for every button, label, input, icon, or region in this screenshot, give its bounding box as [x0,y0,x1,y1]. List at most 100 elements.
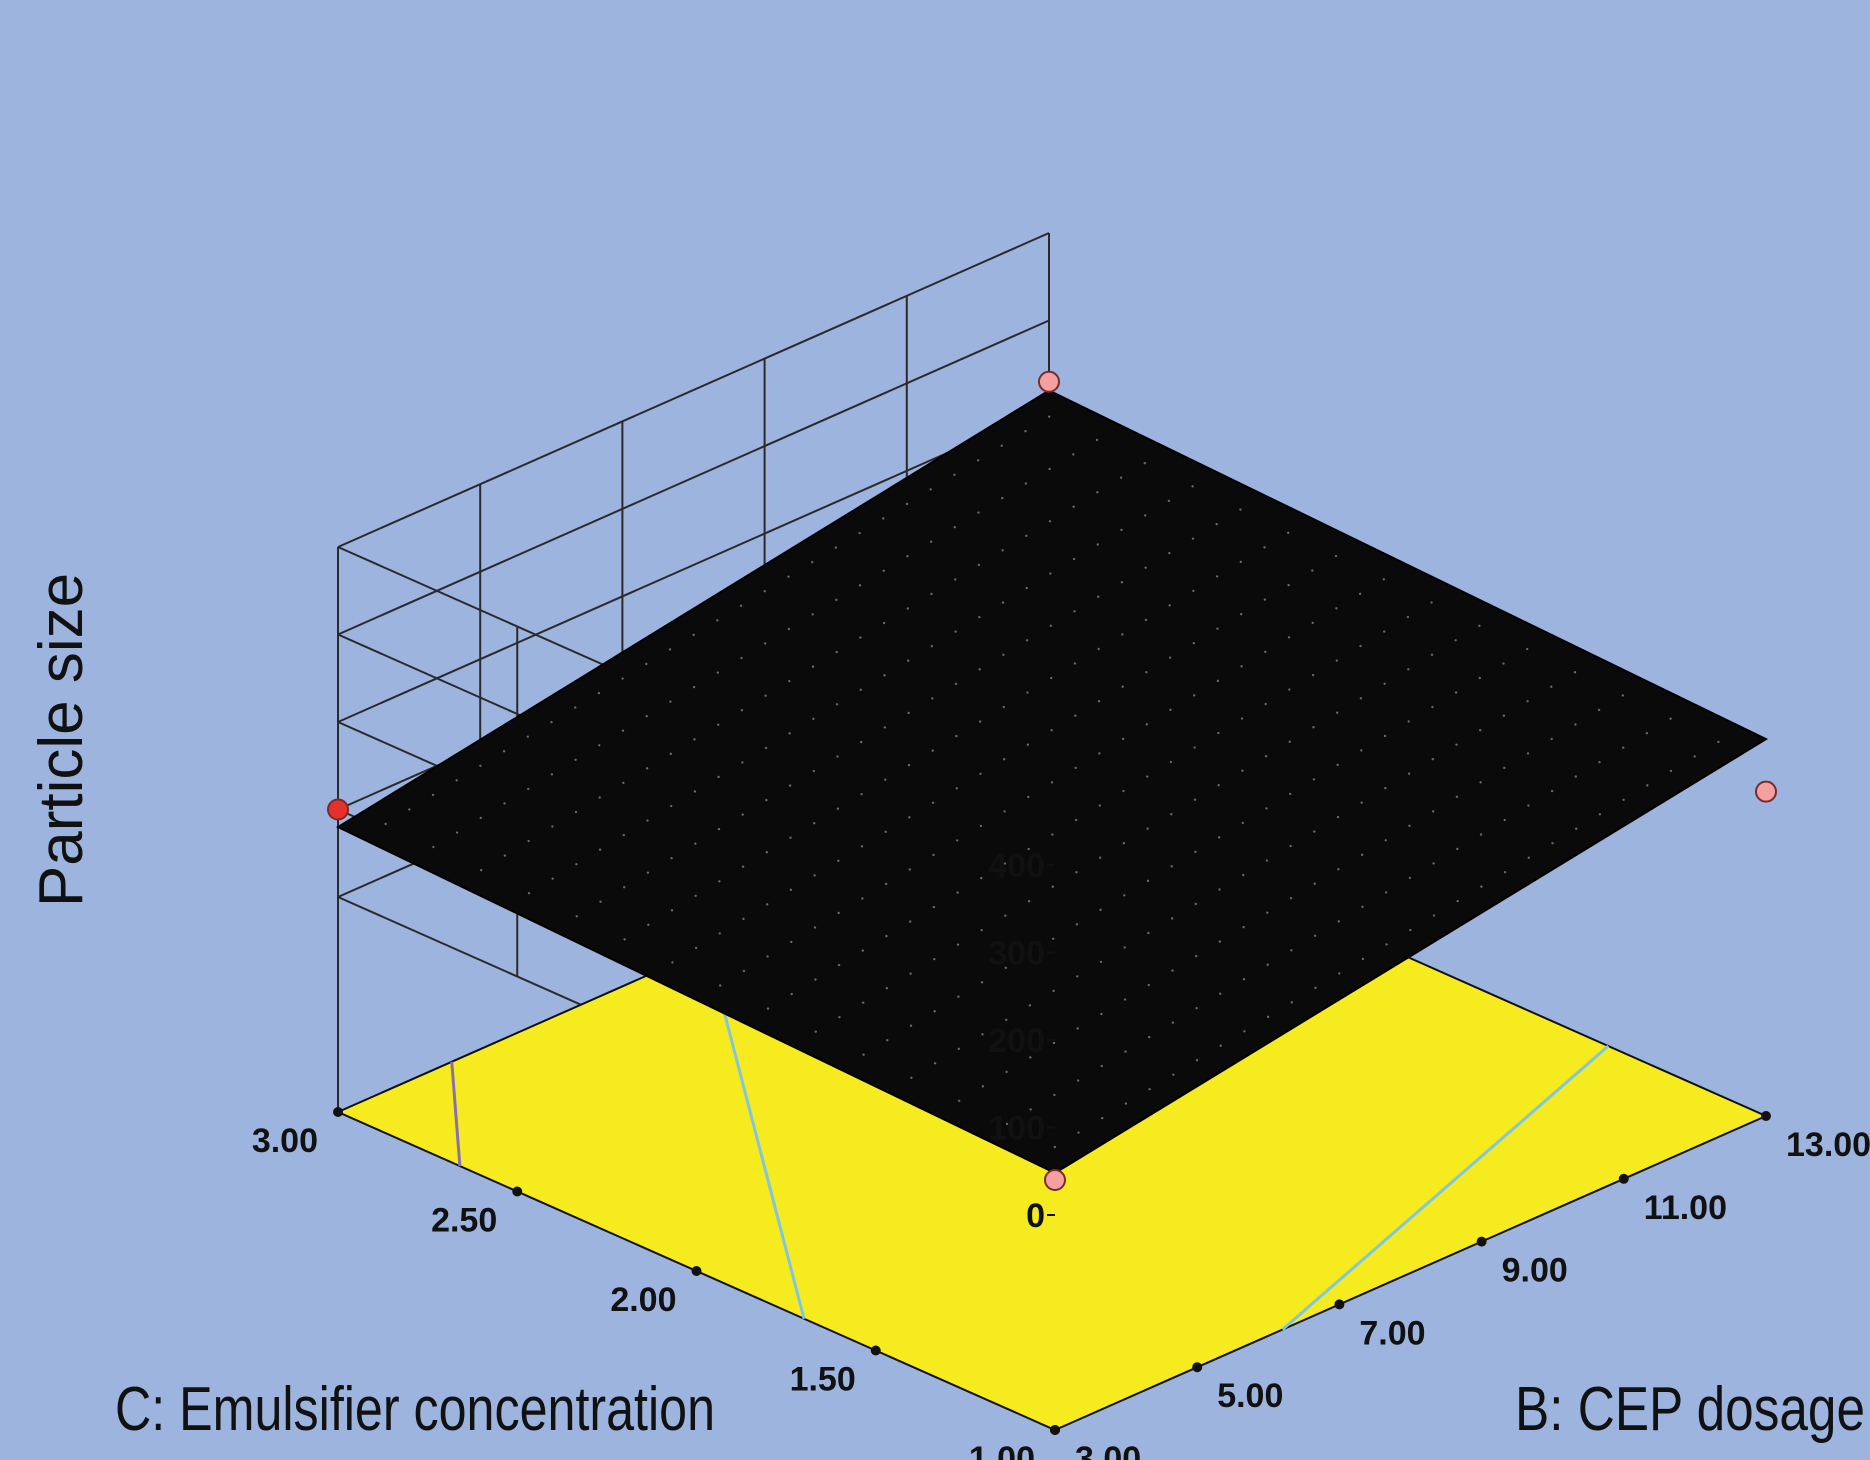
surface-mesh-dot [670,909,674,912]
surface-mesh-dot [1669,769,1673,773]
b-tick-mark-4 [1618,1173,1629,1184]
surface-mesh-dot [1360,801,1363,804]
surface-mesh-dot [1408,876,1412,880]
surface-mesh-dot [1359,697,1363,700]
surface-mesh-dot [933,1062,937,1065]
surface-mesh-dot [1121,737,1125,741]
surface-mesh-dot [1621,694,1625,697]
surface-mesh-dot [1024,430,1027,433]
surface-mesh-dot [861,949,864,952]
surface-mesh-dot [788,679,791,683]
surface-mesh-dot [1048,467,1051,471]
design-point-2 [1755,780,1777,803]
surface-mesh-dot [1240,717,1244,720]
surface-mesh-dot [1263,546,1266,549]
surface-mesh-dot [1000,444,1003,447]
surface-mesh-dot [1146,827,1149,830]
surface-mesh-dot [1003,862,1007,865]
surface-mesh-dot [788,784,792,787]
surface-mesh-dot [1480,885,1483,888]
surface-mesh-dot [979,824,983,828]
surface-mesh-dot [1360,749,1363,752]
surface-mesh-dot [479,816,482,820]
surface-mesh-dot [1479,781,1482,784]
surface-mesh-dot [1194,850,1197,854]
surface-mesh-dot [860,845,864,848]
surface-mesh-dot [1289,792,1292,796]
surface-mesh-dot [1005,1070,1008,1074]
surface-mesh-dot [908,816,911,819]
surface-mesh-dot [859,636,862,639]
surface-mesh-dot [1147,983,1151,987]
surface-mesh-dot [1289,896,1293,900]
surface-mesh-dot [858,531,861,535]
surface-mesh-dot [811,613,814,616]
surface-mesh-dot [1120,581,1124,584]
surface-mesh-dot [1551,842,1554,845]
surface-mesh-dot [1122,789,1125,793]
surface-mesh-dot [1717,740,1720,744]
surface-mesh-dot [1217,731,1220,735]
surface-mesh-dot [1029,1108,1032,1111]
surface-mesh-dot [1072,557,1076,561]
surface-mesh-dot [1265,807,1268,810]
surface-mesh-dot [1503,766,1506,770]
surface-mesh-dot [408,808,411,811]
surface-mesh-dot [765,798,768,802]
surface-mesh-dot [765,851,768,854]
surface-mesh-dot [1050,676,1053,680]
surface-mesh-dot [1028,1004,1032,1007]
b-tick-label-3: 9.00 [1502,1252,1568,1290]
surface-mesh-dot [886,1039,889,1042]
surface-mesh-dot [1148,1035,1151,1039]
surface-mesh-dot [1146,775,1149,778]
c-axis-title: C: Emulsifier concentration [115,1375,715,1444]
surface-mesh-dot [859,688,862,691]
surface-mesh-dot [1264,755,1268,758]
surface-mesh-dot [1217,784,1220,787]
surface-mesh-dot [835,598,838,602]
surface-mesh-dot [1239,508,1242,511]
c-tick-mark-1 [870,1345,881,1356]
c-tick-mark-4 [333,1107,343,1117]
surface-mesh-dot [956,891,959,894]
surface-mesh-dot [835,703,839,706]
surface-mesh-dot [764,746,768,750]
surface-mesh-dot [717,723,720,726]
surface-mesh-dot [742,917,745,921]
surface-mesh-dot [862,1053,865,1056]
surface-mesh-dot [788,732,791,735]
surface-mesh-dot [1098,804,1102,807]
surface-mesh-dot [1312,726,1315,729]
b-tick-label-1: 5.00 [1217,1377,1283,1415]
surface-mesh-dot [645,714,648,718]
surface-mesh-dot [1048,415,1051,418]
surface-mesh-dot [932,853,935,857]
surface-mesh-dot [932,905,936,909]
surface-mesh-dot [1052,937,1055,941]
surface-mesh-dot [1455,795,1459,799]
surface-mesh-dot [1409,928,1412,932]
surface-mesh-dot [1502,714,1506,717]
surface-mesh-dot [790,992,793,996]
design-point-3 [1038,370,1060,393]
surface-mesh-dot [1216,679,1220,683]
surface-mesh-dot [978,668,981,671]
surface-mesh-dot [860,792,863,796]
surface-mesh-dot [1573,671,1577,674]
surface-mesh-dot [953,473,956,477]
design-point-1 [1044,1169,1066,1191]
surface-mesh-dot [1121,633,1124,636]
surface-mesh-dot [954,578,957,581]
surface-mesh-dot [622,833,625,837]
b-tick-mark-2 [1334,1299,1345,1310]
surface-mesh-dot [1191,485,1194,488]
surface-mesh-dot [1290,949,1293,952]
surface-mesh-dot [1218,888,1221,891]
surface-mesh-dot [1266,1015,1270,1019]
surface-mesh-dot [668,648,672,651]
surface-mesh-dot [1384,786,1387,790]
surface-mesh-dot [1384,839,1388,842]
surface-mesh-dot [1145,670,1148,674]
surface-mesh-dot [1478,676,1482,680]
